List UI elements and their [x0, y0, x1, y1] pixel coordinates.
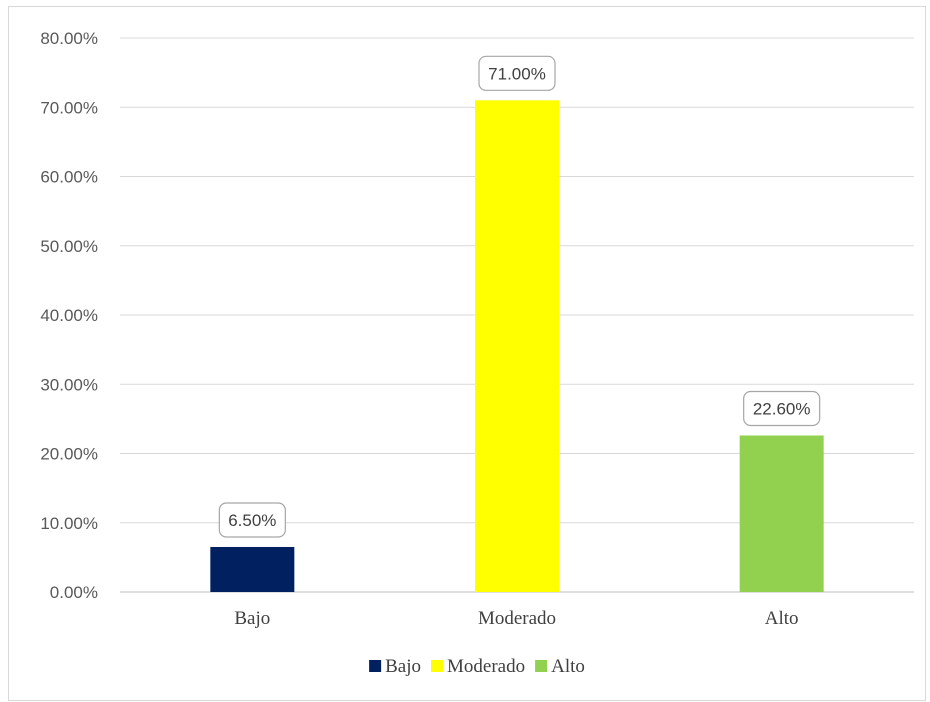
x-tick-label: Moderado: [478, 608, 556, 629]
legend-swatch-bajo: [369, 660, 382, 672]
y-tick-label: 40.00%: [40, 306, 98, 325]
legend-label-bajo: Bajo: [385, 656, 421, 677]
data-label: 22.60%: [753, 399, 811, 418]
bar-alto: [739, 435, 824, 592]
data-label: 71.00%: [488, 64, 546, 83]
bar-moderado: [475, 100, 559, 592]
y-tick-label: 70.00%: [40, 98, 98, 117]
legend-label-alto: Alto: [551, 656, 585, 677]
y-tick-label: 0.00%: [50, 583, 98, 602]
y-tick-label: 50.00%: [40, 237, 98, 256]
data-label-box: [478, 55, 556, 91]
y-tick-label: 30.00%: [40, 375, 98, 394]
x-tick-label: Alto: [765, 608, 799, 629]
x-tick-label: Bajo: [234, 608, 270, 629]
data-label: 6.50%: [228, 511, 276, 530]
y-tick-label: 10.00%: [40, 514, 98, 533]
y-tick-label: 60.00%: [40, 168, 98, 187]
legend-swatch-alto: [535, 660, 548, 672]
bar-bajo: [210, 546, 295, 592]
y-tick-label: 80.00%: [40, 29, 98, 48]
data-label-box: [743, 390, 821, 427]
legend-swatch-moderado: [431, 660, 444, 672]
data-label-box: [218, 502, 286, 538]
legend-label-moderado: Moderado: [447, 656, 525, 677]
y-tick-label: 20.00%: [40, 445, 98, 464]
